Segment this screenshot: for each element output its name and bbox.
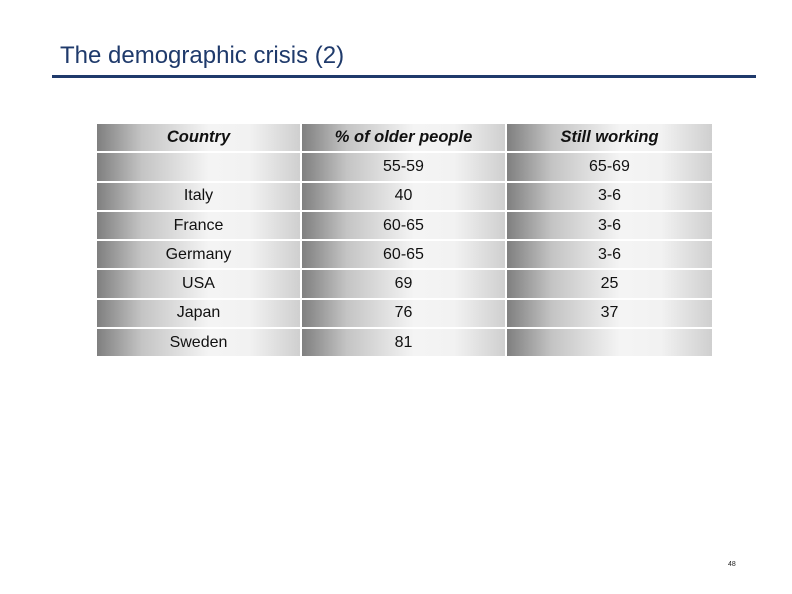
page-number: 48 — [728, 561, 736, 568]
table-cell: 37 — [506, 298, 713, 329]
table-cell: 25 — [506, 269, 713, 299]
table-cell: 3-6 — [506, 181, 713, 211]
table-cell: Germany — [96, 240, 301, 270]
title-underline — [52, 75, 756, 78]
table-cell: 60-65 — [301, 240, 506, 270]
header-older-people: % of older people — [301, 123, 506, 153]
table-cell: Japan — [96, 298, 301, 329]
slide-title: The demographic crisis (2) — [60, 42, 345, 69]
subheader-age-65-69: 65-69 — [506, 152, 713, 182]
table-cell: 76 — [301, 298, 506, 329]
subheader-age-55-59: 55-59 — [301, 152, 506, 182]
table-cell: Sweden — [96, 328, 301, 358]
table-cell: 81 — [301, 328, 506, 358]
header-country: Country — [96, 123, 301, 153]
table-cell — [506, 328, 713, 358]
table-cell: USA — [96, 269, 301, 299]
header-still-working: Still working — [506, 123, 713, 153]
subheader-empty — [96, 152, 301, 182]
table-cell: 3-6 — [506, 210, 713, 241]
demographics-table: Country % of older people Still working … — [96, 123, 713, 358]
table-cell: France — [96, 210, 301, 241]
table-cell: Italy — [96, 181, 301, 211]
table-cell: 69 — [301, 269, 506, 299]
table-cell: 60-65 — [301, 210, 506, 241]
table-cell: 40 — [301, 181, 506, 211]
table-cell: 3-6 — [506, 240, 713, 270]
